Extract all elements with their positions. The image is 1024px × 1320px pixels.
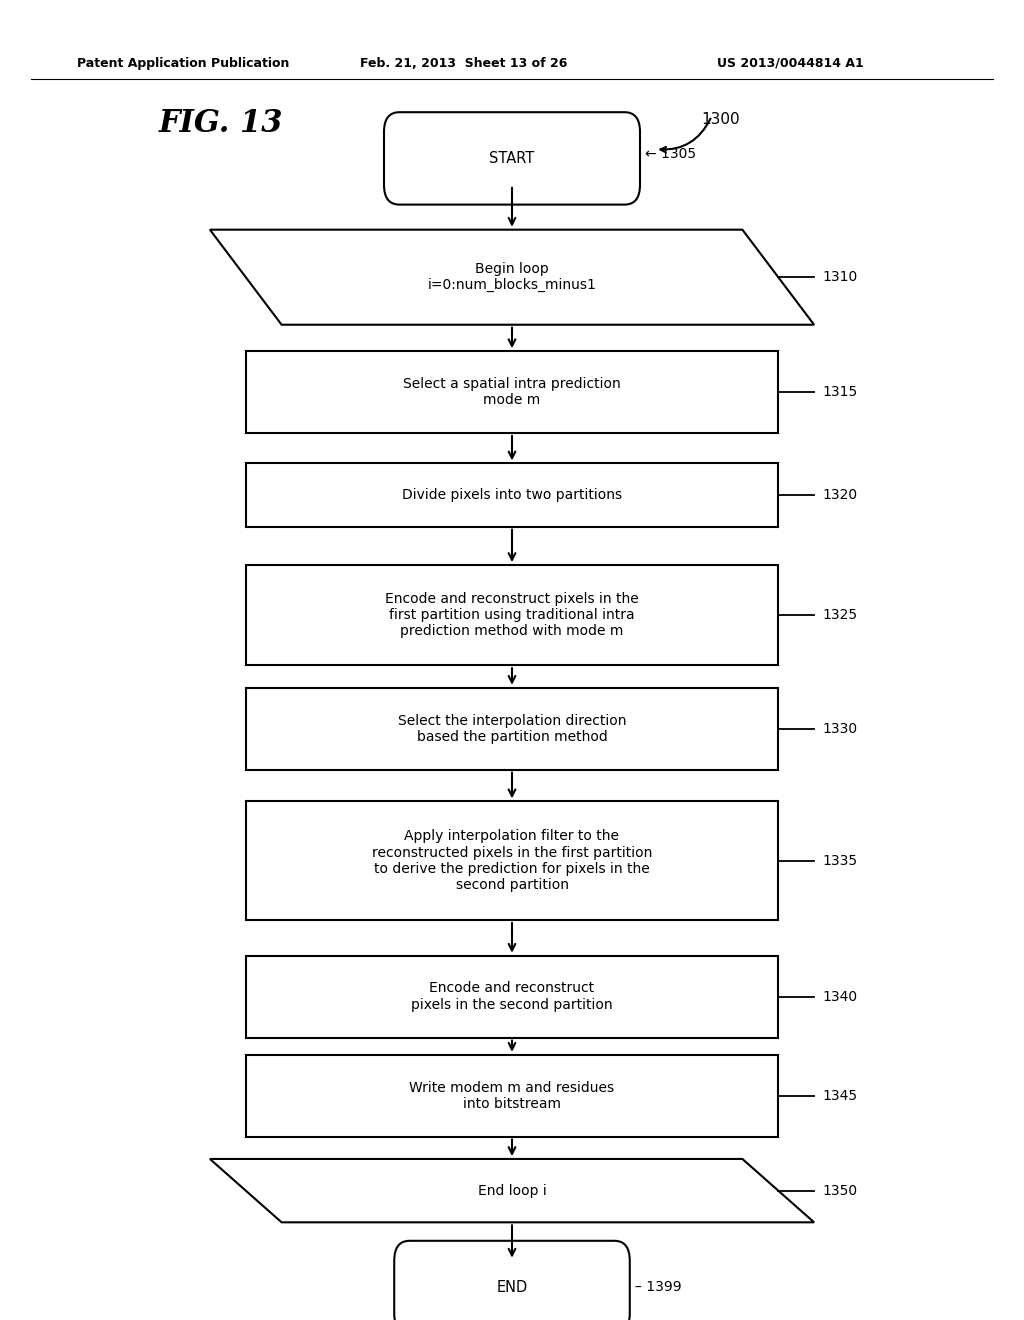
- Bar: [246, 463, 778, 527]
- Text: 1300: 1300: [701, 112, 740, 127]
- Text: – 1399: – 1399: [635, 1280, 682, 1294]
- Text: 1330: 1330: [822, 722, 857, 735]
- Text: Encode and reconstruct pixels in the
first partition using traditional intra
pre: Encode and reconstruct pixels in the fir…: [385, 591, 639, 639]
- Text: 1335: 1335: [822, 854, 857, 867]
- Text: 1310: 1310: [822, 271, 857, 284]
- Bar: [246, 351, 778, 433]
- Text: End loop i: End loop i: [477, 1184, 547, 1197]
- Text: Feb. 21, 2013  Sheet 13 of 26: Feb. 21, 2013 Sheet 13 of 26: [360, 57, 568, 70]
- Text: 1340: 1340: [822, 990, 857, 1003]
- Bar: [246, 956, 778, 1038]
- Text: 1325: 1325: [822, 609, 857, 622]
- Text: FIG. 13: FIG. 13: [159, 108, 284, 139]
- Bar: [246, 688, 778, 770]
- Text: US 2013/0044814 A1: US 2013/0044814 A1: [717, 57, 863, 70]
- Text: END: END: [497, 1279, 527, 1295]
- Text: Begin loop
i=0:num_blocks_minus1: Begin loop i=0:num_blocks_minus1: [428, 263, 596, 292]
- Polygon shape: [210, 230, 814, 325]
- Text: 1315: 1315: [822, 385, 857, 399]
- Text: Encode and reconstruct
pixels in the second partition: Encode and reconstruct pixels in the sec…: [412, 982, 612, 1011]
- Text: 1350: 1350: [822, 1184, 857, 1197]
- FancyBboxPatch shape: [384, 112, 640, 205]
- Text: Select the interpolation direction
based the partition method: Select the interpolation direction based…: [397, 714, 627, 743]
- Text: Patent Application Publication: Patent Application Publication: [77, 57, 289, 70]
- Bar: [246, 565, 778, 665]
- Text: Write modem m and residues
into bitstream: Write modem m and residues into bitstrea…: [410, 1081, 614, 1110]
- FancyBboxPatch shape: [394, 1241, 630, 1320]
- Text: Divide pixels into two partitions: Divide pixels into two partitions: [402, 488, 622, 502]
- Text: 1345: 1345: [822, 1089, 857, 1102]
- Text: Select a spatial intra prediction
mode m: Select a spatial intra prediction mode m: [403, 378, 621, 407]
- Bar: [246, 1055, 778, 1137]
- Polygon shape: [210, 1159, 814, 1222]
- Bar: [246, 801, 778, 920]
- Text: START: START: [489, 150, 535, 166]
- Text: ← 1305: ← 1305: [645, 148, 696, 161]
- Text: 1320: 1320: [822, 488, 857, 502]
- Text: Apply interpolation filter to the
reconstructed pixels in the first partition
to: Apply interpolation filter to the recons…: [372, 829, 652, 892]
